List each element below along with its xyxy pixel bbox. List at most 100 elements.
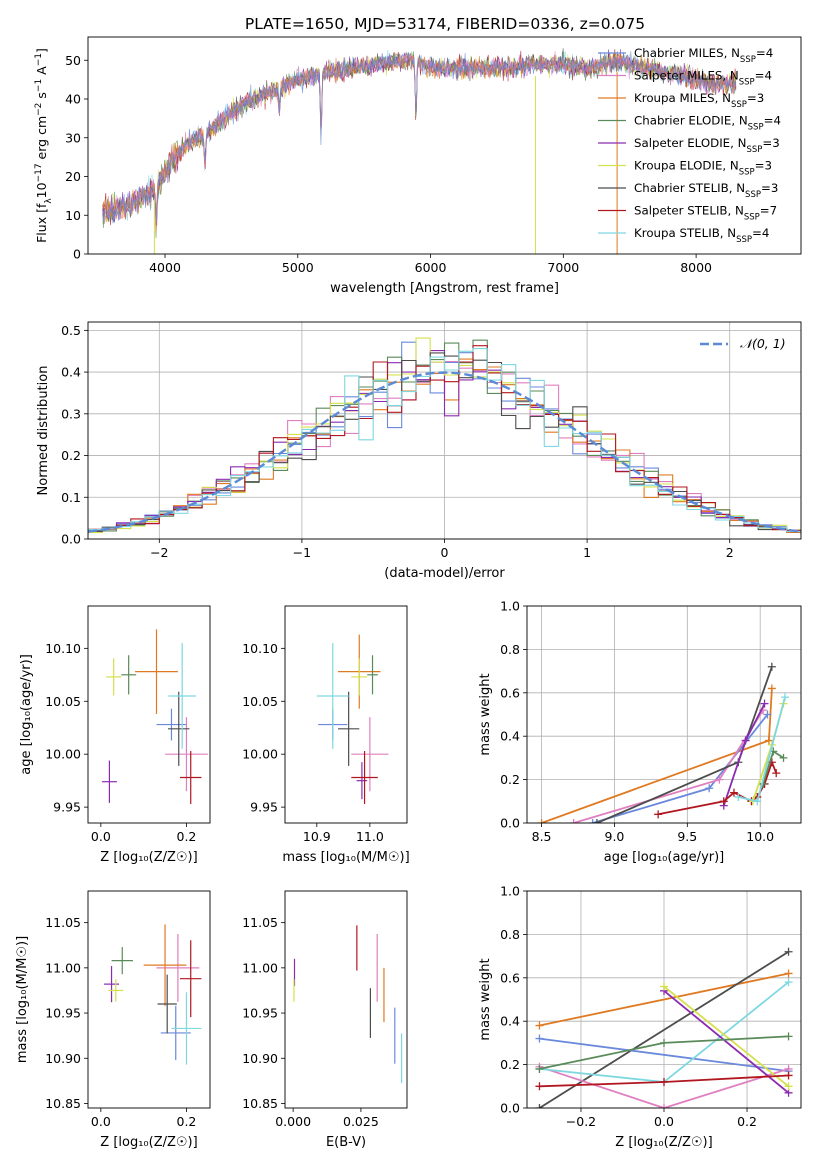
spectrum-ylabel-part: Flux [f bbox=[34, 203, 49, 243]
mass_vs_ebv-axes: 0.000 0.025 10.85 10.90 10.95 11.00 11.05 bbox=[242, 915, 379, 1129]
legend-label-name: Kroupa ELODIE, N bbox=[634, 159, 739, 173]
x-tick-label: 0.0 bbox=[654, 1114, 674, 1129]
legend-label-name: Chabrier STELIB, N bbox=[634, 181, 745, 195]
weight-point-marker bbox=[764, 736, 773, 745]
weight-point-marker bbox=[734, 792, 743, 801]
weight-point-marker bbox=[719, 797, 728, 806]
mass_vs_ebv-points bbox=[293, 925, 403, 1084]
legend-label: Kroupa ELODIE, NSSP=3 bbox=[634, 159, 772, 178]
weight-point-marker bbox=[741, 736, 750, 745]
age_vs_mass-xlabel: mass [log₁₀(M/M☉)] bbox=[282, 850, 409, 865]
figure-title: PLATE=1650, MJD=53174, FIBERID=0336, z=0… bbox=[245, 15, 645, 33]
y-tick-label: 11.00 bbox=[242, 960, 278, 975]
spectrum-ylabel-part: s bbox=[34, 92, 49, 103]
weight-point-marker bbox=[763, 710, 772, 719]
y-tick-label: 40 bbox=[65, 92, 81, 107]
y-tick-label: 20 bbox=[65, 169, 81, 184]
weight-point-marker bbox=[784, 1071, 793, 1080]
x-tick-label: 4000 bbox=[149, 260, 181, 275]
y-tick-label: 0 bbox=[73, 247, 81, 262]
weight-point-marker bbox=[535, 1034, 544, 1043]
x-tick-label: −2 bbox=[150, 545, 168, 560]
y-tick-label: 0.4 bbox=[500, 1014, 520, 1029]
x-tick-label: −1 bbox=[293, 545, 311, 560]
spectrum-ylabel-part: −1 bbox=[34, 79, 44, 92]
legend-label-suffix: =4 bbox=[752, 226, 769, 240]
x-tick-label: 0 bbox=[441, 545, 449, 560]
legend-label-sub: SSP bbox=[731, 100, 747, 110]
legend-label-name: Salpeter STELIB, N bbox=[634, 204, 744, 218]
age_vs_mass-frame bbox=[284, 605, 408, 824]
age_vs_mass-points bbox=[316, 634, 389, 804]
spectrum-ylabel-part: erg cm bbox=[34, 116, 49, 164]
legend-label-name: Kroupa STELIB, N bbox=[634, 226, 736, 240]
x-tick-label: 9.0 bbox=[605, 829, 625, 844]
x-tick-label: −0.2 bbox=[566, 1114, 596, 1129]
weight-point-marker bbox=[784, 1032, 793, 1041]
weight-point-marker bbox=[772, 769, 781, 778]
y-tick-label: 10.10 bbox=[242, 641, 278, 656]
spectrum-ylabel-part: −17 bbox=[34, 163, 44, 182]
legend-label-sub: SSP bbox=[740, 55, 756, 65]
y-tick-label: 10.90 bbox=[242, 1051, 278, 1066]
residuals-ylabel: Normed distribution bbox=[36, 366, 51, 496]
y-tick-label: 0.1 bbox=[61, 490, 81, 505]
x-tick-label: 10.9 bbox=[303, 829, 331, 844]
weight-point-marker bbox=[660, 1077, 668, 1086]
y-tick-label: 1.0 bbox=[500, 599, 520, 614]
massweight_vs_Z-xlabel: Z [log₁₀(Z/Z☉)] bbox=[615, 1135, 712, 1150]
spectrum-ylabel: Flux [fλ10−17 erg cm−2 s−1 A−1] bbox=[34, 48, 54, 243]
y-tick-label: 10.85 bbox=[242, 1096, 278, 1111]
y-tick-label: 0.4 bbox=[61, 365, 81, 380]
weight-point-marker bbox=[767, 684, 776, 693]
normal-curve-line bbox=[88, 371, 801, 533]
x-tick-label: 8.5 bbox=[532, 829, 552, 844]
legend-label-suffix: =4 bbox=[764, 114, 781, 128]
weight-point-marker bbox=[537, 819, 546, 823]
massweight_vs_Z-ylabel: mass weight bbox=[478, 958, 493, 1040]
weight-point-marker bbox=[660, 1038, 668, 1047]
weight-point-marker bbox=[535, 1021, 544, 1030]
y-tick-label: 10.10 bbox=[45, 641, 81, 656]
x-tick-label: 0.000 bbox=[275, 1114, 311, 1129]
legend-label: Chabrier STELIB, NSSP=3 bbox=[634, 181, 778, 200]
weight-point-marker bbox=[729, 788, 738, 797]
weight-series-line bbox=[573, 709, 764, 823]
spectrum-ylabel-part: 10 bbox=[34, 182, 49, 198]
legend-label-name: Chabrier ELODIE, N bbox=[634, 114, 748, 128]
legend-label-suffix: =4 bbox=[756, 46, 773, 60]
hist-legend-label: 𝒩(0, 1) bbox=[740, 336, 786, 351]
legend-label-sub: SSP bbox=[745, 190, 761, 200]
y-tick-label: 0.2 bbox=[500, 772, 520, 787]
spectrum-ylabel-part: −2 bbox=[34, 103, 44, 116]
mass_vs_Z-xlabel: Z [log₁₀(Z/Z☉)] bbox=[100, 1135, 197, 1150]
y-tick-label: 10.05 bbox=[45, 694, 81, 709]
weight-point-marker bbox=[535, 1104, 544, 1108]
legend-label-name: Salpeter MILES, N bbox=[634, 69, 739, 83]
y-tick-label: 9.95 bbox=[250, 800, 278, 815]
y-tick-label: 10.95 bbox=[242, 1006, 278, 1021]
legend-label-sub: SSP bbox=[739, 168, 755, 178]
mass_vs_Z-axes: 0.0 0.2 10.85 10.90 10.95 11.00 11.05 bbox=[45, 915, 196, 1129]
x-tick-label: 1 bbox=[583, 545, 591, 560]
legend-label: Kroupa STELIB, NSSP=4 bbox=[634, 226, 769, 245]
spectrum-lines bbox=[102, 48, 737, 254]
age_vs_Z-frame bbox=[87, 605, 211, 824]
y-tick-label: 50 bbox=[65, 53, 81, 68]
legend-label-name: Salpeter ELODIE, N bbox=[634, 136, 746, 150]
age_vs_Z-points bbox=[101, 629, 208, 804]
hist-step-line bbox=[88, 348, 801, 534]
massweight_vs_age-lines bbox=[537, 662, 789, 823]
weight-point-marker bbox=[654, 810, 663, 819]
age_vs_Z-axes: 0.0 0.2 9.95 10.00 10.05 10.10 bbox=[45, 641, 196, 844]
weight-series-line bbox=[592, 713, 769, 823]
x-tick-label: 10.0 bbox=[746, 829, 774, 844]
legend-label-sub: SSP bbox=[744, 213, 760, 223]
residuals-xlabel: (data-model)/error bbox=[384, 566, 505, 581]
y-tick-label: 0.8 bbox=[500, 642, 520, 657]
spectrum-frame bbox=[87, 36, 802, 255]
y-tick-label: 1.0 bbox=[500, 884, 520, 899]
weight-point-marker bbox=[784, 947, 793, 956]
spectrum-ylabel-part: A bbox=[34, 66, 49, 79]
